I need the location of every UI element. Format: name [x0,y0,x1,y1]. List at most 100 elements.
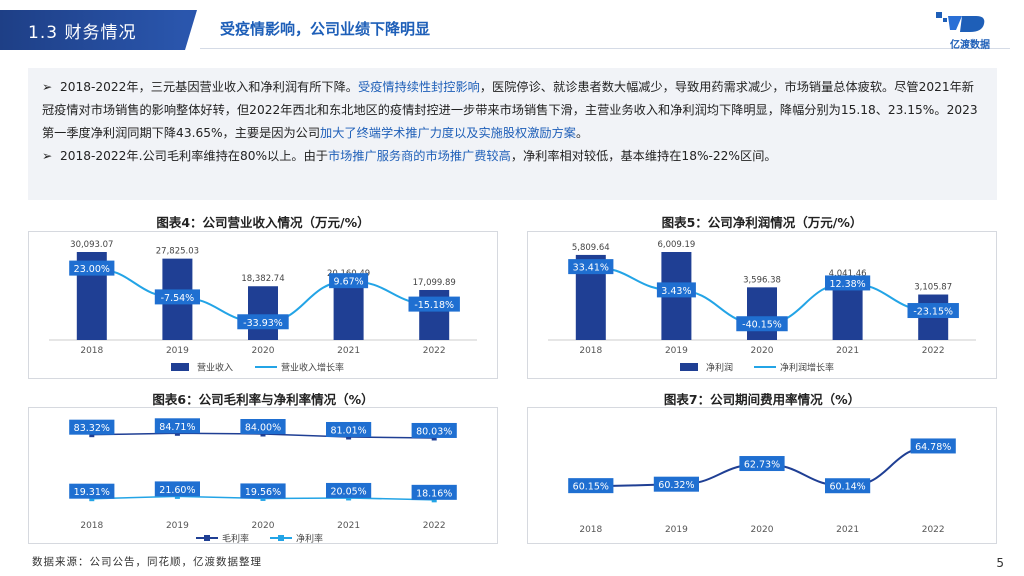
bar-value-label: 18,382.74 [241,274,284,284]
chart5-frame: 5,809.64 6,009.19 3,596.38 4,041.46 3,105.87… [527,231,997,379]
section-title: 1.3 财务情况 [0,10,197,50]
x-tick-label: 2022 [423,521,446,531]
summary-text: ，医院停诊、就诊患者数大幅减少，导致用药需求减少，市场销量总体疲软。尽管2021… [42,80,978,140]
legend-marker [204,535,210,541]
series-value-label-bg [69,483,115,499]
series-value-label: 60.32% [658,480,694,491]
bar [333,281,364,340]
summary-highlight: 市场推广服务商的市场推广费较高 [328,149,511,163]
series-marker [346,495,352,501]
legend-label: 营业收入增长率 [281,362,344,374]
series-value-label-bg [739,456,785,472]
summary-text: 2018-2022年.公司毛利率维持在80%以上。由于 [59,149,328,163]
growth-label-bg [329,273,369,289]
growth-label: 12.38% [829,279,865,290]
series-value-label: 62.73% [744,460,780,471]
bar-value-label: 3,105.87 [914,283,952,293]
chart6-frame: 83.32% 84.71% 84.00% 81.01% 80.03% 19.31% 21.6… [28,407,498,545]
x-tick-label: 2022 [922,346,945,356]
x-tick-label: 2019 [166,346,189,356]
series-value-label-bg [154,418,200,434]
summary-text: ，净利率相对较低，基本维持在18%-22%区间。 [510,149,777,163]
legend-label: 净利率 [296,533,323,544]
x-tick-label: 2018 [80,521,103,531]
bar [248,286,278,340]
series-value-label: 18.16% [416,488,452,499]
growth-label-bg [825,275,871,291]
x-tick-label: 2018 [579,525,602,535]
series-value-label-bg [910,438,956,454]
bar [747,287,777,340]
x-tick-label: 2022 [423,346,446,356]
chart5-svg: 5,809.64 6,009.19 3,596.38 4,041.46 3,105.87… [548,240,976,374]
growth-label: 33.41% [573,263,609,274]
growth-label: -40.15% [742,320,782,331]
summary-text: 2018-2022年，三元基因营业收入和净利润有所下降。 [59,80,358,94]
summary-paragraph-2: ➢ 2018-2022年.公司毛利率维持在80%以上。由于市场推广服务商的市场推… [42,145,983,168]
x-tick-label: 2020 [252,521,275,531]
growth-label: -7.54% [161,293,195,304]
x-tick-label: 2018 [579,346,602,356]
logo-text: 亿渡数据 [950,40,990,51]
growth-label: -33.93% [243,318,283,329]
growth-label: 23.00% [74,264,110,275]
bar-value-label: 3,596.38 [743,275,781,285]
x-tick-label: 2022 [922,525,945,535]
chart7-frame: 60.15% 60.32% 62.73% 60.14% 64.78% 2018 2019 20… [527,407,997,544]
x-tick-label: 2019 [166,521,189,531]
growth-label-bg [154,289,200,305]
x-tick-label: 2019 [665,346,688,356]
series-value-label-bg [326,482,372,498]
page-number: 5 [996,556,1004,570]
series-value-label: 60.15% [573,482,609,493]
summary-highlight: 受疫情持续性封控影响 [357,80,480,94]
growth-label-bg [237,314,289,330]
series-value-label-bg [825,478,871,494]
series-value-label-bg [568,478,614,494]
legend-swatch [171,363,189,371]
growth-label: -23.15% [913,307,953,318]
series-value-label-bg [240,483,286,499]
x-tick-label: 2020 [751,346,774,356]
series-value-label-bg [69,419,115,435]
bar-value-label: 4,041.46 [829,269,867,279]
legend-swatch [680,363,698,371]
growth-label-bg [736,316,788,332]
summary-box: ➢ 2018-2022年，三元基因营业收入和净利润有所下降。受疫情持续性封控影响… [28,68,997,200]
header-divider [200,48,1010,49]
series-value-label-bg [411,484,457,500]
chart4-frame: 30,093.0727,825.0318,382.7420,160.4917,0… [28,231,498,379]
series-marker [174,430,180,436]
legend-marker [278,535,284,541]
bar-value-label: 5,809.64 [572,243,610,253]
series-value-label: 84.00% [245,423,281,434]
series-value-label: 19.56% [245,487,281,498]
x-tick-label: 2019 [665,525,688,535]
chart6-svg: 83.32% 84.71% 84.00% 81.01% 80.03% 19.31% 21.6… [69,418,457,545]
growth-label: 3.43% [661,286,691,297]
summary-text: 。 [575,126,589,140]
series-value-label: 81.01% [330,425,366,436]
series-value-label: 21.60% [159,485,195,496]
x-tick-label: 2018 [80,346,103,356]
growth-label-bg [69,260,115,276]
summary-highlight: 加大了终端学术推广力度以及实施股权激励方案 [320,126,576,140]
page-subtitle: 受疫情影响，公司业绩下降明显 [220,20,431,38]
series-value-label: 60.14% [829,482,865,493]
bar-value-label: 17,099.89 [413,278,456,288]
x-tick-label: 2020 [751,525,774,535]
bar-value-label: 27,825.03 [156,247,199,257]
legend-label: 毛利率 [222,533,249,544]
series-value-label-bg [653,476,699,492]
chart4-title: 图表4：公司营业收入情况（万元/%） [156,215,370,230]
series-value-label-bg [240,419,286,434]
chart7-svg: 60.15% 60.32% 62.73% 60.14% 64.78% 2018 2019 20… [568,438,956,535]
legend-label: 营业收入 [197,362,233,374]
chart5-title: 图表5：公司净利润情况（万元/%） [661,215,863,230]
chart6-title: 图表6：公司毛利率与净利率情况（%） [152,392,374,407]
growth-label: 9.67% [334,277,364,288]
growth-label: -15.18% [414,300,454,311]
growth-label-bg [656,282,696,298]
series-value-label-bg [154,481,200,497]
series-value-label: 19.31% [74,487,110,498]
